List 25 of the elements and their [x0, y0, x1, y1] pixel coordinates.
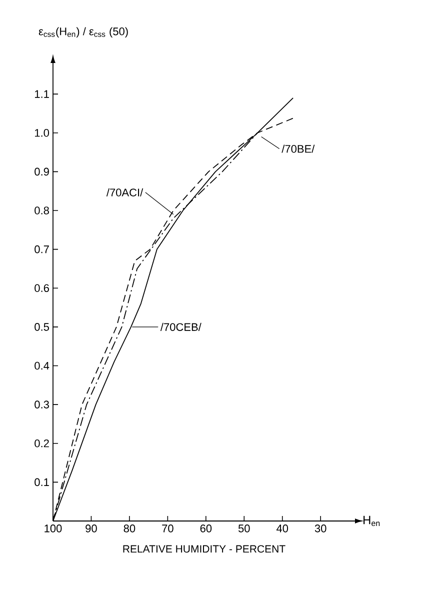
y-tick-label: 0.5 [34, 323, 49, 331]
y-tick-label: 0.4 [34, 362, 50, 370]
y-tick-label: 1.1 [35, 90, 49, 98]
y-tick-label: 0.7 [34, 245, 49, 254]
y-tick-label: 0.1 [34, 478, 49, 486]
y-tick-label: 0.2 [34, 439, 49, 448]
x-tick-label: 100 [44, 524, 62, 532]
y-tick-label: 1.0 [35, 128, 50, 137]
annotation: /70ACI/ [106, 188, 144, 196]
y-tick-label: 0.9 [34, 168, 49, 176]
x-tick-label: 60 [200, 524, 212, 532]
y-tick-label: 0.3 [34, 400, 49, 408]
annotation: /70BE/ [282, 144, 315, 153]
y-tick-label: 0.8 [34, 206, 49, 214]
x-tick-label: 80 [124, 524, 136, 532]
x-tick-label: 40 [276, 524, 288, 532]
y-tick-label: 0.6 [34, 284, 49, 292]
annotation: /70CEB/ [160, 322, 202, 331]
text: H$_{en}$ [364, 516, 380, 526]
x-tick-label: 30 [314, 524, 326, 532]
x-tick-label: 90 [86, 524, 97, 532]
x-tick-label: 50 [238, 524, 250, 532]
x-axis-title: RELATIVE HUMIDITY - PERCENT [123, 545, 286, 553]
y-axis-title: ε$_{css}$(H$_{en}$) / ε$_{css}$ (50) [38, 27, 128, 38]
x-tick-label: 70 [162, 524, 174, 532]
